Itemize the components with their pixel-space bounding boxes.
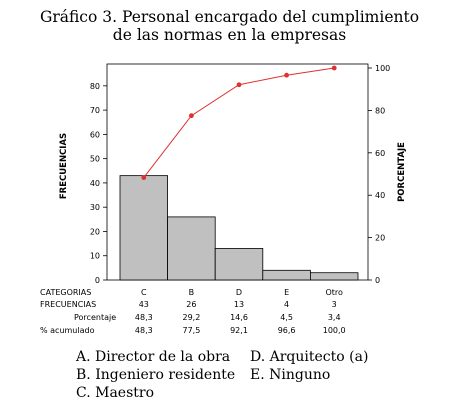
legend-item-e: E. Ninguno <box>250 367 331 383</box>
legend-left: A. Director de la obra B. Ingeniero resi… <box>76 348 235 402</box>
bar-c <box>119 175 168 281</box>
bar-b <box>167 216 216 281</box>
left-tick-label: 70 <box>90 106 100 115</box>
y-axis-label-left: FRECUENCIAS <box>59 133 69 199</box>
left-tick-label: 0 <box>95 276 100 285</box>
table-cell-categories-b: B <box>189 288 195 297</box>
right-tick-label: 80 <box>375 106 385 115</box>
bar-otro <box>309 272 359 281</box>
right-tick-label: 100 <box>375 64 390 73</box>
legend-item-b: B. Ingeniero residente <box>76 367 236 383</box>
legend-right: D. Arquitecto (a) E. Ninguno <box>250 348 368 384</box>
table-row-label-cumulative: % acumulado <box>40 326 95 335</box>
chart-title-line-1: Gráfico 3. Personal encargado del cumpli… <box>39 8 420 26</box>
left-tick-label: 50 <box>90 155 100 164</box>
chart-title-line-2: de las normas en la empresas <box>112 26 347 44</box>
right-tick-label: 0 <box>375 276 380 285</box>
right-tick-label: 20 <box>375 234 385 243</box>
right-tick-label: 40 <box>375 191 385 200</box>
table-cell-frequencies-e: 4 <box>284 300 289 309</box>
table-cell-categories-e: E <box>284 288 289 297</box>
cumulative-point-d <box>236 82 242 88</box>
right-tick-label: 60 <box>375 149 385 158</box>
legend-item-c: C. Maestro <box>76 385 155 401</box>
left-tick-label: 40 <box>90 179 100 188</box>
table-cell-cumulative-b: 77,5 <box>182 326 200 335</box>
table-cell-frequencies-b: 26 <box>186 300 196 309</box>
table-cell-categories-c: C <box>141 288 147 297</box>
legend-item-d: D. Arquitecto (a) <box>250 349 369 365</box>
legend-item-a: A. Director de la obra <box>76 349 231 365</box>
bar-e <box>262 269 311 281</box>
table-cell-cumulative-e: 96,6 <box>278 326 296 335</box>
left-tick-label: 80 <box>90 82 100 91</box>
cumulative-point-c <box>141 175 147 181</box>
table-cell-percent-c: 48,3 <box>135 313 153 322</box>
table-row-label-categories: CATEGORIAS <box>40 288 91 297</box>
table-cell-cumulative-c: 48,3 <box>135 326 153 335</box>
table-row-label-percent: Porcentaje <box>74 313 116 322</box>
table-cell-categories-otro: Otro <box>325 288 343 297</box>
table-cell-categories-d: D <box>236 288 242 297</box>
cumulative-point-e <box>284 72 289 78</box>
table-cell-cumulative-otro: 100,0 <box>323 326 346 335</box>
table-cell-frequencies-d: 13 <box>234 300 244 309</box>
table-cell-percent-d: 14,6 <box>230 313 248 322</box>
left-tick-label: 60 <box>90 130 100 139</box>
table-cell-percent-e: 4,5 <box>280 313 293 322</box>
table-row-label-frequencies: FRECUENCIAS <box>40 300 96 309</box>
pareto-chart: 0 10 20 30 40 50 60 70 80 0 20 40 60 80 100 FRECUENCI… <box>40 63 407 335</box>
bar-d <box>214 248 264 281</box>
table-cell-cumulative-d: 92,1 <box>230 326 248 335</box>
left-tick-label: 30 <box>90 203 100 212</box>
table-cell-frequencies-c: 43 <box>139 300 149 309</box>
y-axis-label-right: PORCENTAJE <box>397 142 407 202</box>
left-tick-label: 20 <box>90 227 100 236</box>
cumulative-point-otro <box>331 65 337 71</box>
table-cell-percent-otro: 3,4 <box>328 313 341 322</box>
cumulative-point-b <box>189 113 194 119</box>
left-tick-label: 10 <box>90 252 100 261</box>
table-cell-percent-b: 29,2 <box>182 313 200 322</box>
table-cell-frequencies-otro: 3 <box>332 300 337 309</box>
